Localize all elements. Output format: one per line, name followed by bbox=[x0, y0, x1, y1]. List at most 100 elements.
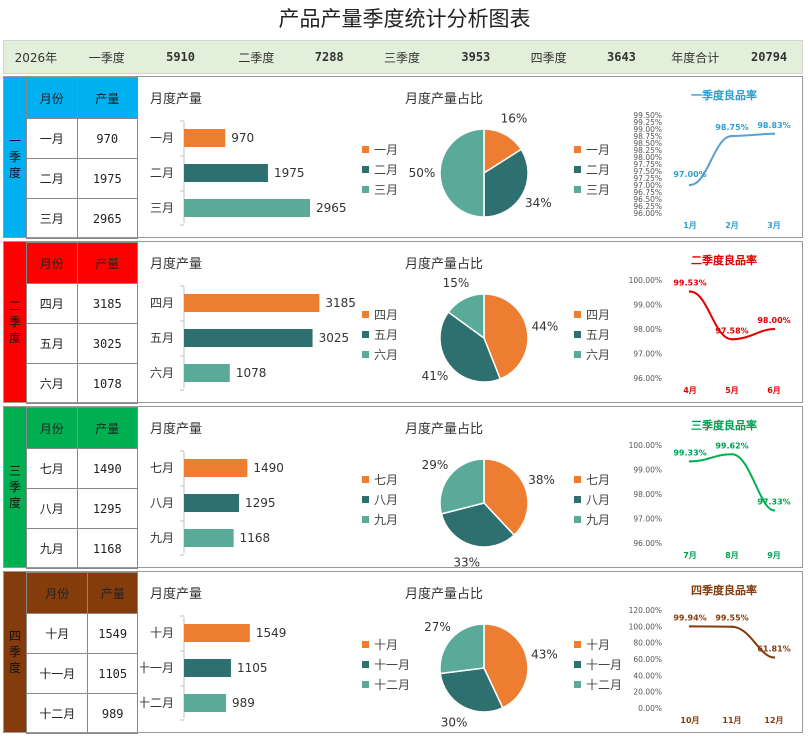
header-output: 产量 bbox=[76, 77, 139, 119]
bar-category-label: 七月 bbox=[150, 461, 174, 475]
pie-percent-label: 38% bbox=[528, 473, 555, 487]
bar bbox=[184, 294, 320, 312]
bar-category-label: 十一月 bbox=[140, 661, 174, 675]
quarter-block-2: 二季度 月份 产量 四月 3185 五月 3025 六月 1078 月度产量 四月 318… bbox=[3, 241, 803, 404]
line-point bbox=[772, 132, 776, 135]
bar-value-label: 2965 bbox=[316, 201, 347, 215]
pie-slice bbox=[483, 458, 529, 537]
line-y-tick: 96.75% bbox=[633, 188, 662, 197]
bar bbox=[184, 459, 248, 477]
pie-legend-swatch bbox=[362, 146, 369, 153]
pie-slice bbox=[439, 667, 504, 713]
pie-legend-right: 一月 bbox=[586, 143, 610, 157]
month-cell: 九月 bbox=[26, 528, 78, 569]
line-point bbox=[688, 625, 692, 628]
value-cell: 1168 bbox=[76, 528, 139, 569]
pie-legend-swatch bbox=[574, 476, 581, 483]
value-cell: 989 bbox=[87, 693, 138, 734]
month-cell: 三月 bbox=[26, 198, 78, 239]
value-cell: 2965 bbox=[76, 198, 139, 239]
line-y-tick: 98.25% bbox=[633, 146, 662, 155]
pie-legend-swatch bbox=[574, 311, 581, 318]
line-x-tick: 3月 bbox=[767, 221, 781, 230]
line-y-tick: 0.00% bbox=[638, 704, 662, 713]
line-x-tick: 4月 bbox=[683, 386, 697, 395]
pie-legend-swatch bbox=[362, 311, 369, 318]
pie-percent-label: 15% bbox=[443, 276, 470, 290]
month-cell: 七月 bbox=[26, 448, 78, 489]
value-cell: 1549 bbox=[87, 613, 138, 654]
bar-category-label: 六月 bbox=[150, 366, 174, 380]
bar bbox=[184, 659, 231, 677]
pie-legend-left: 七月 bbox=[374, 473, 398, 487]
line-x-tick: 9月 bbox=[767, 551, 781, 560]
line-x-tick: 8月 bbox=[725, 551, 739, 560]
bar bbox=[184, 694, 227, 712]
pie-legend-left: 十二月 bbox=[374, 678, 410, 692]
page-title: 产品产量季度统计分析图表 bbox=[278, 7, 531, 31]
pie-legend-swatch bbox=[574, 146, 581, 153]
line-y-tick: 80.00% bbox=[633, 639, 662, 648]
line-y-tick: 20.00% bbox=[633, 688, 662, 697]
pie-legend-swatch bbox=[574, 641, 581, 648]
bar bbox=[184, 329, 313, 347]
line-data-label: 99.53% bbox=[673, 279, 706, 288]
pie-legend-right: 十月 bbox=[586, 638, 610, 652]
pie-percent-label: 43% bbox=[531, 648, 558, 662]
quarter-table: 月份 产量 十月 1549 十一月 1105 十二月 989 bbox=[25, 572, 138, 734]
month-cell: 一月 bbox=[26, 118, 78, 159]
line-chart-title: 三季度良品率 bbox=[691, 418, 757, 432]
pie-legend-right: 十一月 bbox=[586, 658, 622, 672]
bar-value-label: 970 bbox=[231, 131, 254, 145]
line-data-label: 99.55% bbox=[715, 614, 748, 623]
month-cell: 六月 bbox=[26, 363, 78, 404]
summary-total-value: 20794 bbox=[751, 50, 788, 64]
line-x-tick: 11月 bbox=[722, 716, 741, 725]
value-cell: 970 bbox=[76, 118, 139, 159]
pie-legend-swatch bbox=[574, 166, 581, 173]
pie-legend-right: 四月 bbox=[586, 308, 610, 322]
header-output: 产量 bbox=[76, 407, 139, 449]
quarter-tag: 三季度 bbox=[4, 407, 26, 567]
summary-q4-label: 四季度 bbox=[530, 50, 567, 65]
pie-slice bbox=[439, 458, 485, 515]
pie-legend-left: 十一月 bbox=[374, 658, 410, 672]
line-y-tick: 98.00% bbox=[633, 153, 662, 162]
bar bbox=[184, 199, 311, 217]
bar-value-label: 1549 bbox=[256, 626, 287, 640]
header-month: 月份 bbox=[26, 77, 78, 119]
line-point bbox=[772, 656, 776, 659]
pie-legend-left: 九月 bbox=[374, 513, 398, 527]
value-cell: 1490 bbox=[76, 448, 139, 489]
pie-legend-swatch bbox=[362, 661, 369, 668]
header-month: 月份 bbox=[25, 572, 89, 614]
line-y-tick: 97.00% bbox=[633, 350, 662, 359]
line-y-tick: 97.00% bbox=[633, 181, 662, 190]
pie-legend-swatch bbox=[362, 331, 369, 338]
bar-value-label: 1295 bbox=[245, 496, 276, 510]
quarter-block-3: 三季度 月份 产量 七月 1490 八月 1295 九月 1168 月度产量 七月 149… bbox=[3, 406, 803, 569]
value-cell: 1975 bbox=[76, 158, 139, 199]
pie-legend-right: 三月 bbox=[586, 183, 610, 197]
pie-percent-label: 41% bbox=[422, 369, 449, 383]
line-data-label: 97.00% bbox=[673, 170, 706, 179]
line-y-tick: 99.50% bbox=[633, 111, 662, 120]
bar-category-label: 八月 bbox=[150, 496, 174, 510]
line-y-tick: 97.25% bbox=[633, 174, 662, 183]
pie-legend-left: 一月 bbox=[374, 143, 398, 157]
line-chart-q2: 二季度良品率 100.00% 99.00% 98.00% 97.00% 96.00% 4月 5… bbox=[629, 253, 791, 395]
pie-legend-swatch bbox=[574, 496, 581, 503]
pie-legend-swatch bbox=[362, 186, 369, 193]
pie-slice bbox=[439, 623, 485, 675]
pie-legend-swatch bbox=[574, 681, 581, 688]
line-chart-title: 一季度良品率 bbox=[691, 88, 757, 102]
pie-legend-swatch bbox=[362, 351, 369, 358]
quarter-tag: 四季度 bbox=[4, 572, 26, 732]
pie-legend-left: 六月 bbox=[374, 348, 398, 362]
line-y-tick: 100.00% bbox=[629, 622, 662, 631]
line-chart-title: 四季度良品率 bbox=[691, 583, 757, 597]
month-cell: 十二月 bbox=[25, 693, 89, 734]
